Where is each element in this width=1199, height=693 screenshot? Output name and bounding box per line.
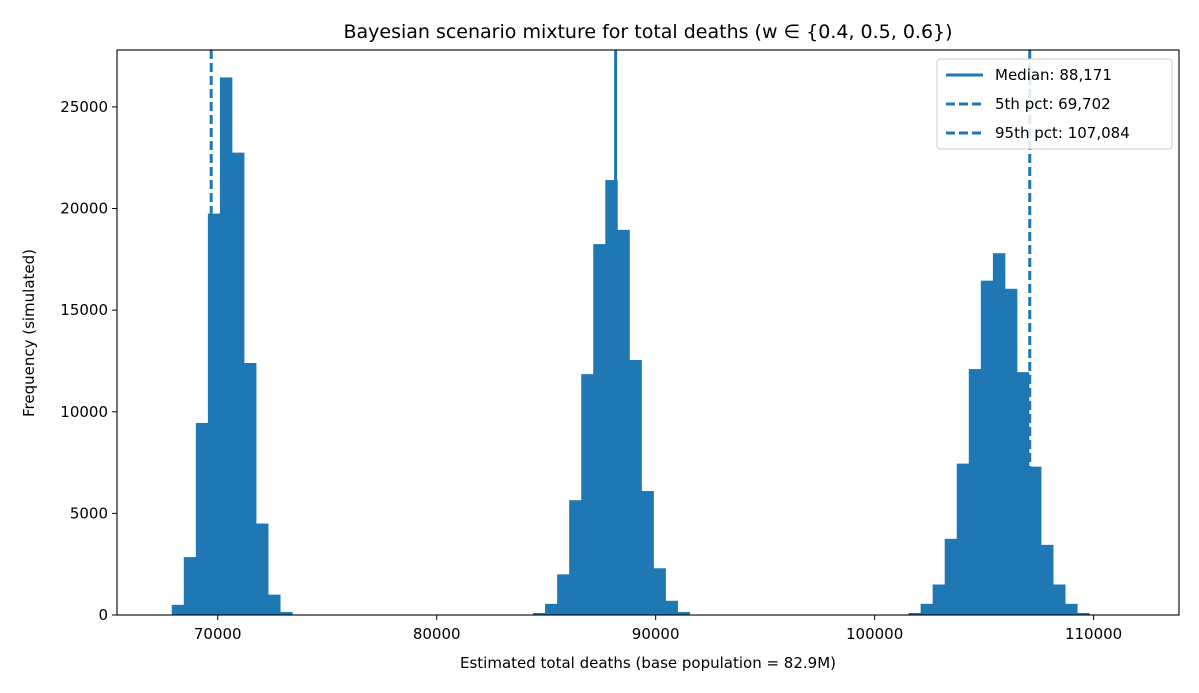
histogram-bar-3 bbox=[195, 422, 209, 615]
x-tick-label-80000: 80000 bbox=[413, 625, 461, 643]
x-tick-label-70000: 70000 bbox=[194, 625, 242, 643]
histogram-bar-26 bbox=[932, 584, 946, 615]
histogram-bar-21 bbox=[653, 568, 666, 615]
y-tick-label-15000: 15000 bbox=[60, 301, 108, 319]
histogram-bar-23 bbox=[677, 611, 690, 615]
histogram-bar-31 bbox=[992, 253, 1006, 616]
y-tick-label-10000: 10000 bbox=[60, 403, 108, 421]
histogram-bar-38 bbox=[1077, 612, 1090, 615]
histogram-bar-22 bbox=[665, 600, 678, 615]
histogram-bar-16 bbox=[593, 244, 606, 615]
histogram-bar-33 bbox=[1016, 372, 1030, 615]
histogram-bar-19 bbox=[629, 359, 642, 615]
histogram-bar-18 bbox=[617, 229, 630, 615]
histogram-bar-35 bbox=[1041, 544, 1054, 615]
y-tick-label-20000: 20000 bbox=[60, 200, 108, 218]
legend: Median: 88,171 5th pct: 69,702 95th pct:… bbox=[936, 58, 1173, 150]
histogram-bar-14 bbox=[569, 500, 582, 615]
histogram-bar-24 bbox=[908, 612, 922, 615]
histogram-bar-11 bbox=[533, 612, 546, 615]
x-axis-ticks: 70000 80000 90000 100000 110000 bbox=[194, 615, 1122, 643]
histogram-bar-36 bbox=[1053, 584, 1066, 615]
x-tick-label-110000: 110000 bbox=[1065, 625, 1122, 643]
histogram-bar-8 bbox=[256, 523, 269, 615]
x-axis-label: Estimated total deaths (base population … bbox=[460, 654, 836, 672]
histogram-bar-6 bbox=[231, 152, 245, 615]
histogram-bar-28 bbox=[956, 463, 970, 615]
histogram-bar-9 bbox=[268, 594, 281, 615]
histogram-bar-1 bbox=[171, 604, 185, 615]
x-tick-label-100000: 100000 bbox=[846, 625, 903, 643]
histogram-bar-37 bbox=[1065, 603, 1078, 615]
histogram-bar-12 bbox=[545, 603, 558, 615]
plot-frame bbox=[116, 49, 1180, 616]
histogram-bar-7 bbox=[244, 362, 257, 615]
histogram-bar-5 bbox=[219, 77, 233, 615]
histogram-bar-15 bbox=[581, 374, 594, 615]
histogram-bar-30 bbox=[980, 280, 994, 615]
legend-label-95th-pct: 95th pct: 107,084 bbox=[995, 124, 1130, 142]
legend-label-5th-pct: 5th pct: 69,702 bbox=[995, 95, 1111, 113]
histogram-bar-34 bbox=[1029, 466, 1042, 615]
histogram-bar-10 bbox=[280, 611, 293, 615]
histogram-bar-2 bbox=[183, 557, 197, 615]
legend-box bbox=[936, 58, 1173, 150]
histogram-bars bbox=[159, 77, 1090, 616]
y-axis-ticks: 0 5000 10000 15000 20000 25000 bbox=[60, 98, 117, 624]
legend-label-median: Median: 88,171 bbox=[995, 66, 1112, 84]
histogram-bar-29 bbox=[968, 369, 982, 615]
y-axis-label: Frequency (simulated) bbox=[20, 249, 38, 417]
histogram-bar-25 bbox=[920, 603, 934, 615]
y-tick-label-5000: 5000 bbox=[70, 504, 108, 522]
chart-title: Bayesian scenario mixture for total deat… bbox=[343, 21, 952, 43]
histogram-bar-20 bbox=[641, 491, 654, 615]
y-tick-label-0: 0 bbox=[98, 606, 108, 624]
y-tick-label-25000: 25000 bbox=[60, 98, 108, 116]
histogram-bar-13 bbox=[557, 574, 570, 615]
histogram-bar-27 bbox=[944, 538, 958, 615]
x-tick-label-90000: 90000 bbox=[632, 625, 680, 643]
histogram-bar-32 bbox=[1004, 288, 1018, 615]
